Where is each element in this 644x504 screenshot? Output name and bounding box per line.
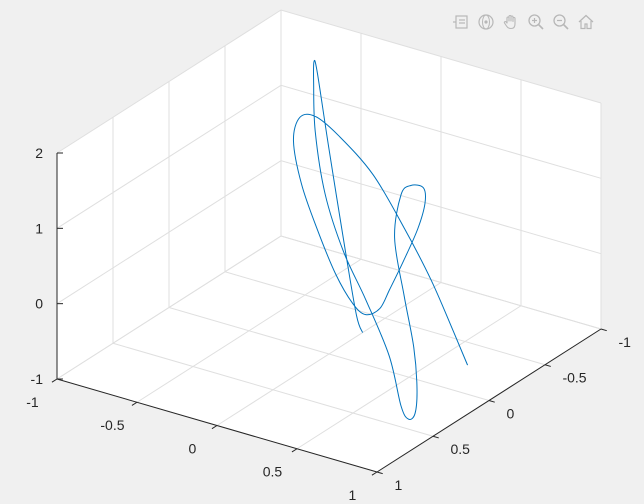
y-tick-label: 0.5 (450, 441, 470, 457)
x-tick-label: 1 (349, 487, 357, 503)
x-tick-mark (371, 471, 378, 476)
y-tick-label: 0 (506, 405, 514, 421)
zoom-out-button[interactable] (550, 11, 572, 33)
grid-line-z (56, 9, 602, 154)
z-tick-label: 0 (35, 296, 43, 312)
data-series-line-0 (292, 59, 469, 420)
x-tick-label: 0 (189, 440, 197, 456)
pan-button[interactable] (500, 11, 522, 33)
y-tick-mark (600, 328, 607, 332)
x-tick-label: 0.5 (263, 464, 283, 480)
z-tick-label: 2 (35, 145, 43, 161)
x-tick-mark (51, 378, 58, 383)
z-tick-label: 1 (35, 220, 43, 236)
zoom-in-button[interactable] (525, 11, 547, 33)
tick-labels: -1 -0.5 0 0.5 1 -1 -0.5 0 0.5 1 -1 0 1 2 (26, 145, 631, 503)
zoom-in-icon (528, 14, 544, 30)
x-tick-label: -0.5 (100, 417, 124, 433)
grid-line-z (56, 235, 602, 380)
y-tick-label: 1 (394, 477, 402, 493)
y-tick-mark (376, 471, 383, 475)
rotate-3d-icon (478, 14, 494, 30)
zoom-out-icon (553, 14, 569, 30)
grid-line-z (56, 160, 602, 305)
data-tips-button[interactable] (450, 11, 472, 33)
y-tick-mark (544, 364, 551, 367)
axes-toolbar (450, 10, 597, 34)
x-tick-mark (211, 425, 218, 430)
x-tick-mark (291, 448, 298, 453)
x-tick-mark (131, 401, 138, 406)
y-tick-mark (488, 400, 495, 403)
y-tick-label: -1 (618, 334, 631, 350)
y-tick-label: -0.5 (562, 370, 586, 386)
restore-view-home-icon (578, 14, 594, 30)
x-tick-label: -1 (26, 394, 39, 410)
rotate-3d-button[interactable] (475, 11, 497, 33)
y-tick-mark (432, 435, 439, 439)
grid-line-z (56, 84, 602, 229)
z-tick-label: -1 (31, 371, 44, 387)
data-layer (292, 59, 469, 420)
pan-hand-icon (503, 14, 516, 30)
restore-view-button[interactable] (575, 11, 597, 33)
data-tips-icon (453, 15, 468, 29)
